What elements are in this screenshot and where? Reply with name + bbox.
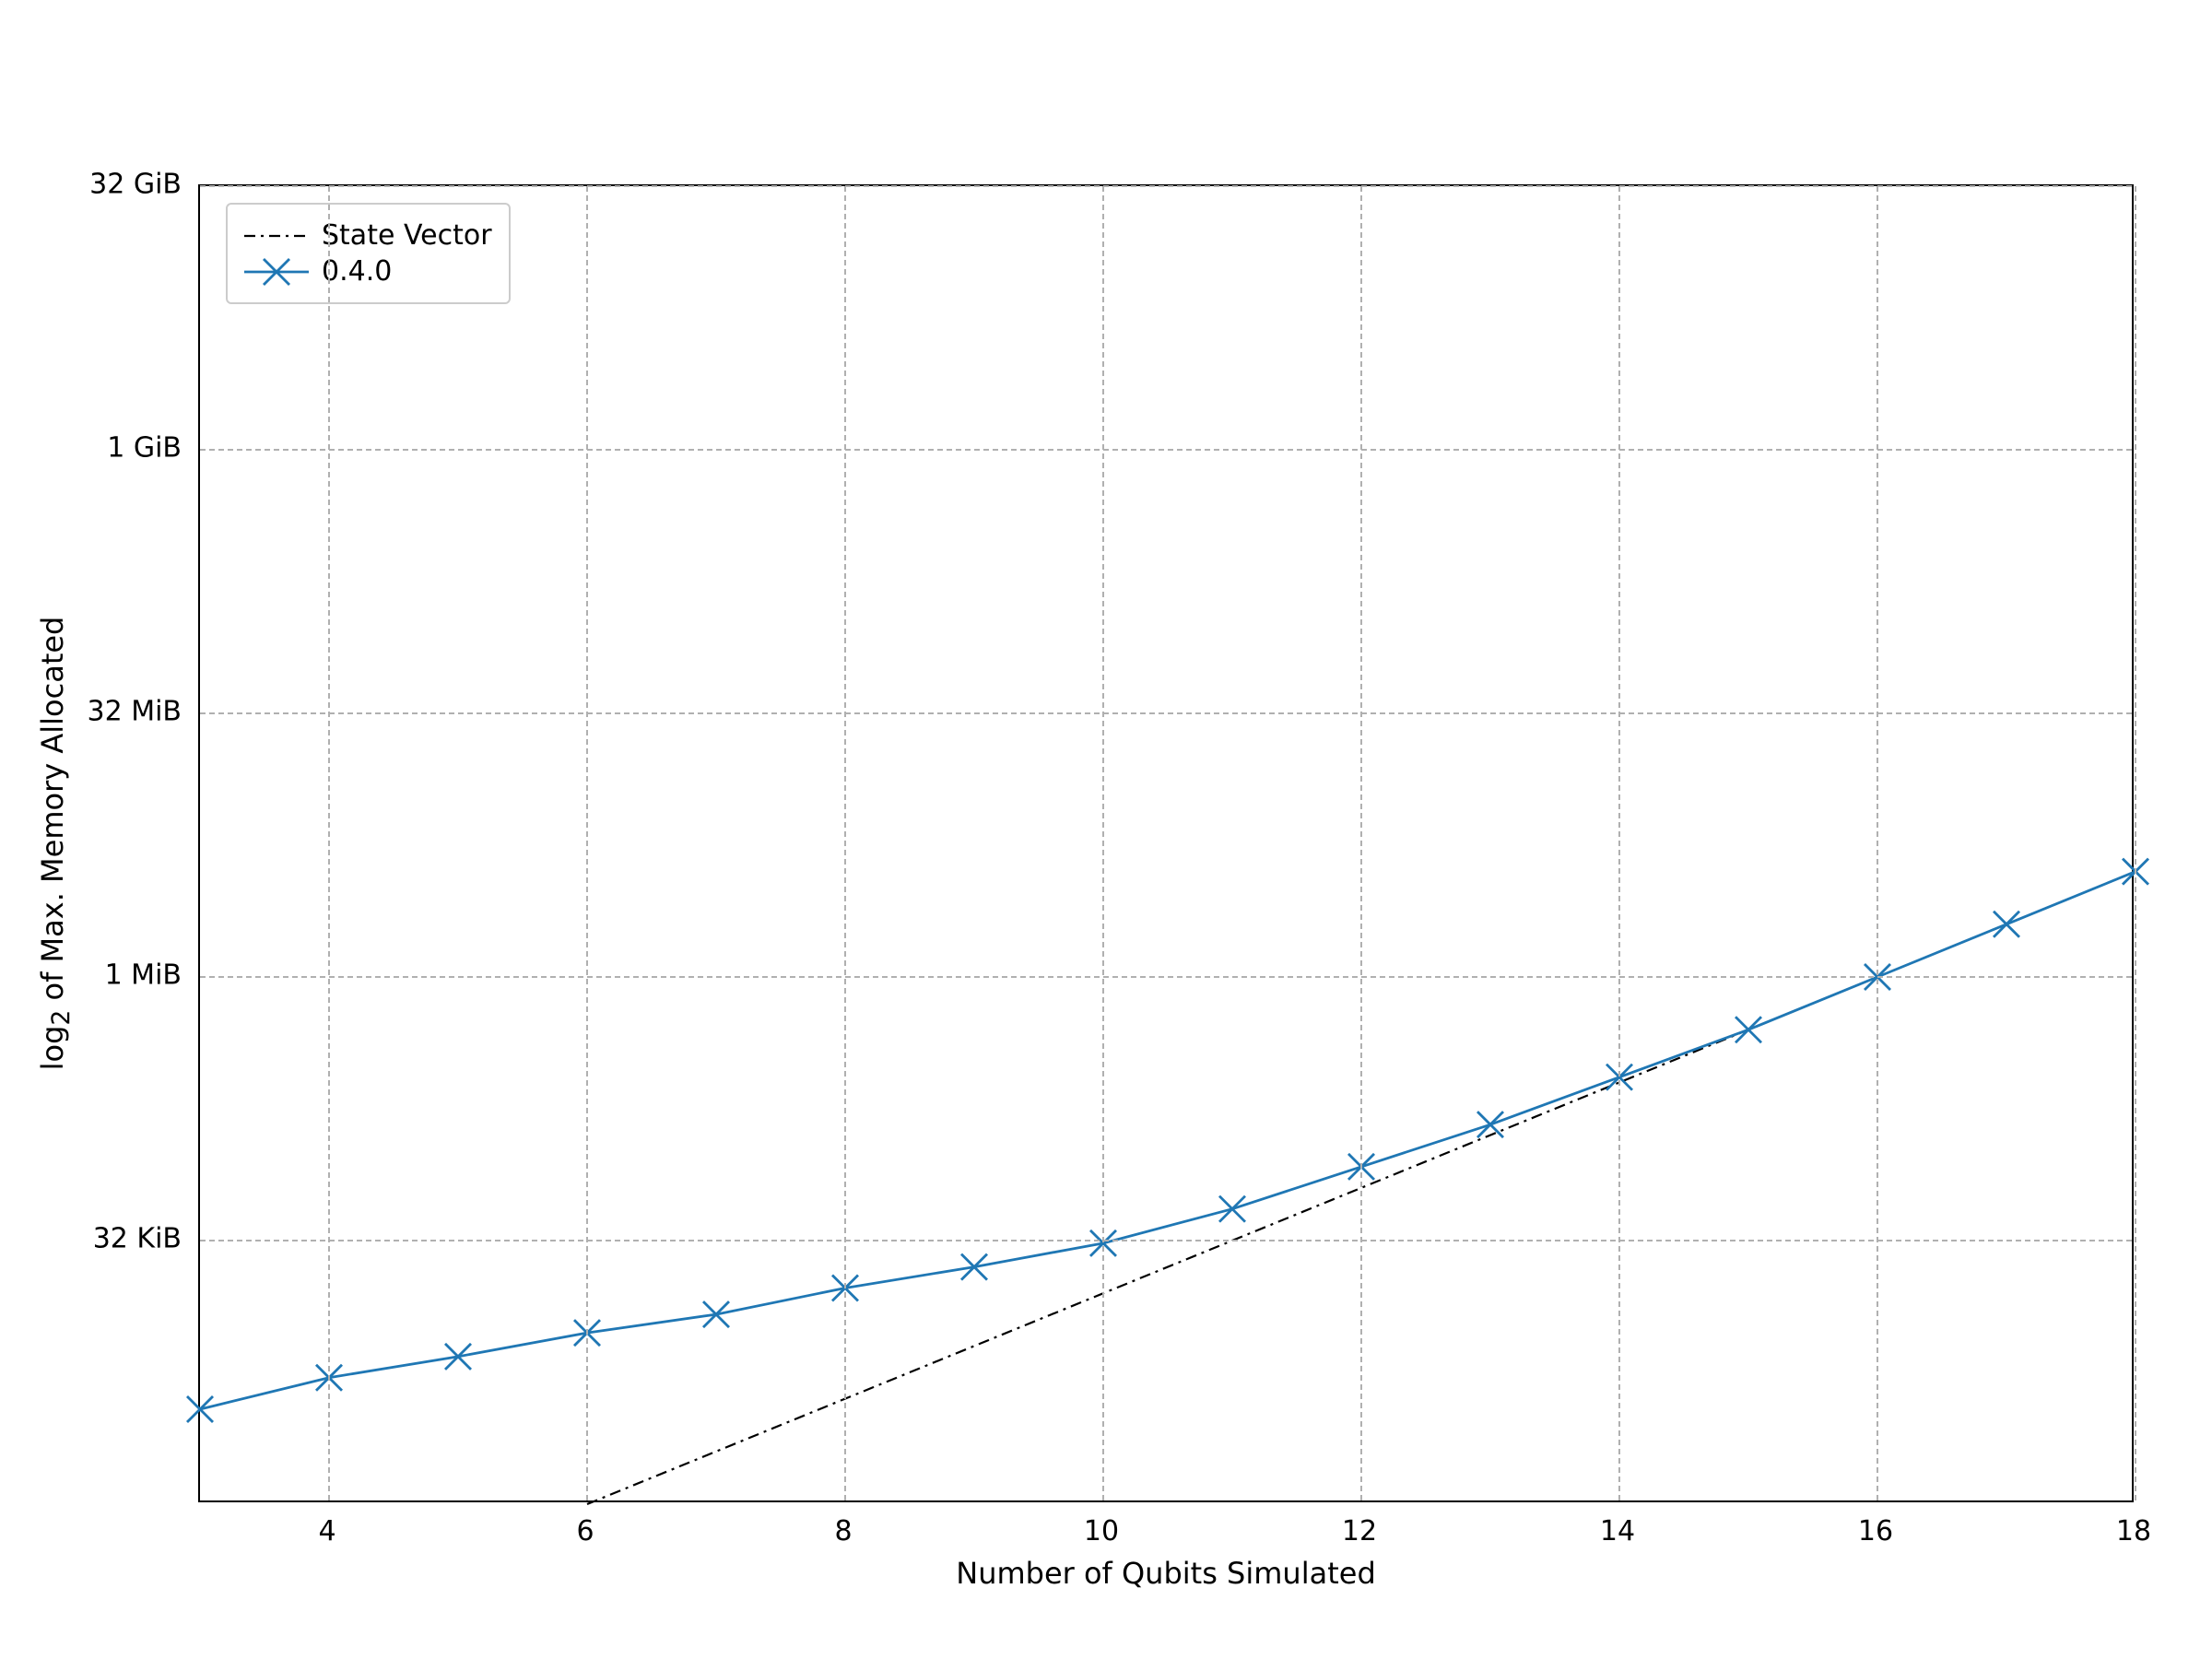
y-axis-label-sub: 2 [47, 1010, 76, 1026]
x-tick-label: 8 [834, 1515, 852, 1547]
y-tick-label: 32 MiB [87, 696, 182, 728]
x-tick-label: 10 [1084, 1515, 1119, 1547]
y-tick-label: 1 MiB [105, 959, 182, 992]
x-tick-label: 12 [1342, 1515, 1377, 1547]
grid-line-h [200, 712, 2132, 714]
grid-line-v [328, 186, 330, 1500]
x-tick-label: 18 [2116, 1515, 2151, 1547]
y-axis-label: log2 of Max. Memory Allocated [35, 617, 76, 1071]
data-svg [200, 186, 2136, 1504]
y-tick-label: 32 KiB [93, 1223, 182, 1255]
y-axis-label-suffix: of Max. Memory Allocated [35, 617, 70, 1010]
y-tick-label: 32 GiB [89, 169, 182, 201]
grid-line-v [2135, 186, 2136, 1500]
grid-line-h [200, 1240, 2132, 1241]
legend: State Vector0.4.0 [226, 203, 511, 304]
x-tick-label: 4 [318, 1515, 335, 1547]
y-tick-label: 1 GiB [107, 432, 182, 465]
x-tick-label: 6 [576, 1515, 594, 1547]
grid-line-v [1618, 186, 1620, 1500]
grid-line-v [586, 186, 588, 1500]
grid-line-h [200, 185, 2132, 187]
x-axis-label: Number of Qubits Simulated [198, 1556, 2134, 1591]
series-marker [1735, 1017, 1761, 1042]
legend-swatch [244, 222, 309, 250]
y-axis-label-prefix: log [35, 1026, 70, 1071]
grid-line-v [1102, 186, 1104, 1500]
series-marker [1219, 1196, 1245, 1222]
series-marker [1477, 1112, 1503, 1137]
series-marker [187, 1396, 213, 1422]
series-marker [961, 1254, 987, 1280]
series-line [200, 872, 2136, 1409]
x-tick-label: 14 [1600, 1515, 1635, 1547]
legend-item: State Vector [244, 219, 492, 252]
series-marker [1994, 912, 2019, 937]
grid-line-v [1877, 186, 1878, 1500]
legend-swatch [244, 258, 309, 286]
series-marker [445, 1344, 471, 1370]
plot-area: State Vector0.4.0 [198, 184, 2134, 1502]
x-tick-label: 16 [1858, 1515, 1893, 1547]
grid-line-v [844, 186, 846, 1500]
legend-label: 0.4.0 [322, 255, 392, 288]
figure: The maximum memory allocated during the … [0, 0, 2212, 1659]
grid-line-v [1360, 186, 1362, 1500]
legend-item: 0.4.0 [244, 255, 492, 288]
legend-label: State Vector [322, 219, 492, 252]
grid-line-h [200, 976, 2132, 978]
grid-line-h [200, 449, 2132, 451]
